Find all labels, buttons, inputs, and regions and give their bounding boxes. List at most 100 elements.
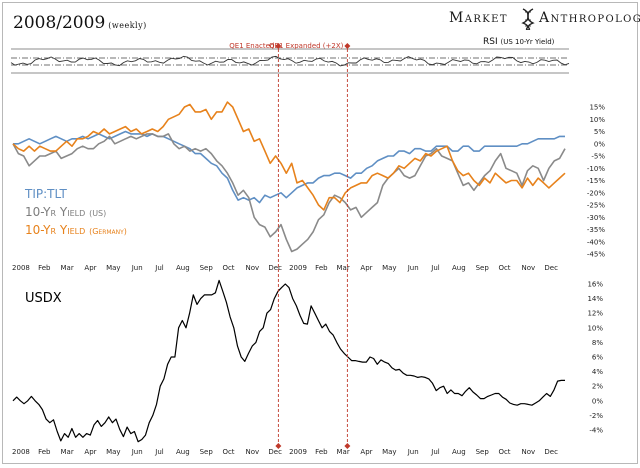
event-marker-top xyxy=(275,43,282,49)
x-tick-label: 2009 xyxy=(289,448,307,456)
bottom-y-tick-label: 14% xyxy=(587,295,603,303)
bottom-y-tick-label: 10% xyxy=(587,324,603,332)
x-tick-label: Jul xyxy=(430,264,440,272)
x-tick-label: Apr xyxy=(84,448,96,456)
x-tick-label: Oct xyxy=(498,448,510,456)
top-y-tick-label: -35% xyxy=(587,226,605,234)
bottom-y-tick-label: 6% xyxy=(592,354,603,362)
x-tick-label: 2008 xyxy=(12,448,30,456)
usdx-series-line xyxy=(12,279,565,443)
x-tick-label: Oct xyxy=(222,264,234,272)
x-tick-label: Mar xyxy=(61,448,74,456)
top-y-tick-label: -10% xyxy=(587,165,605,173)
rsi-series-line xyxy=(10,55,570,67)
top-y-axis: 15% 10% 5% 0% -5% -10% -15% -20% -25% -30% -35% -40… xyxy=(587,104,605,259)
brand-word-anthropology: Anthropology xyxy=(539,10,640,26)
x-tick-label: May xyxy=(106,448,120,456)
x-tick-label: Nov xyxy=(522,448,536,456)
bottom-y-tick-label: 8% xyxy=(592,339,603,347)
brand-word-market: Market xyxy=(449,10,508,26)
bottom-y-tick-label: 4% xyxy=(592,368,603,376)
x-tick-label: Nov xyxy=(246,448,260,456)
usdx-label: USDX xyxy=(25,291,62,306)
bottom-y-tick-label: 16% xyxy=(587,281,603,289)
x-tick-label: Mar xyxy=(337,264,350,272)
legend-tip: TIP:TLT xyxy=(25,187,67,201)
chart-svg: 15% 10% 5% 0% -5% -10% -15% -20% -25% -30% -35% -40… xyxy=(10,42,605,456)
x-tick-label: Jun xyxy=(407,264,419,272)
legend-de10: 10-Yr Yield (Germany) xyxy=(25,223,127,237)
x-tick-label: Jun xyxy=(131,448,143,456)
x-tick-label: Sep xyxy=(476,448,490,456)
top-y-tick-label: -45% xyxy=(587,251,605,259)
bottom-y-tick-label: -4% xyxy=(589,427,603,435)
top-y-tick-label: 10% xyxy=(589,116,605,124)
x-tick-label: Mar xyxy=(61,264,74,272)
top-y-tick-label: -5% xyxy=(591,153,605,161)
bottom-y-tick-label: 12% xyxy=(587,310,603,318)
dna-helix-icon xyxy=(521,8,535,30)
x-tick-label: 2008 xyxy=(12,264,30,272)
x-tick-label: Dec xyxy=(268,264,282,272)
x-tick-label: May xyxy=(382,448,396,456)
event-label: QE1 Expanded (+2X) xyxy=(269,42,344,50)
x-tick-label: May xyxy=(106,264,120,272)
x-tick-label: Dec xyxy=(544,448,558,456)
x-tick-label: Apr xyxy=(360,448,372,456)
event-marker-top xyxy=(344,43,351,49)
rsi-label: RSI (US 10-Yr Yield) xyxy=(483,37,555,47)
x-tick-label: Feb xyxy=(38,264,51,272)
bottom-series-group xyxy=(12,279,565,443)
x-tick-label: Aug xyxy=(452,264,466,272)
event-label: QE1 Enacted xyxy=(229,42,274,50)
bottom-y-axis: 16% 14% 12% 10% 8% 6% 4% 2% 0% -2% -4% xyxy=(587,281,603,435)
x-tick-label: Sep xyxy=(200,448,214,456)
bottom-y-tick-label: -2% xyxy=(589,412,603,420)
x-tick-label: Jul xyxy=(154,264,164,272)
x-tick-label: May xyxy=(382,264,396,272)
x-tick-label: Jun xyxy=(131,264,143,272)
x-tick-label: Jul xyxy=(430,448,440,456)
brand-logo: Market Anthropology xyxy=(447,8,640,30)
x-tick-label: Dec xyxy=(544,264,558,272)
x-tick-label: Feb xyxy=(315,448,328,456)
top-y-tick-label: -20% xyxy=(587,189,605,197)
top-y-tick-label: 15% xyxy=(589,104,605,112)
x-tick-label: Oct xyxy=(222,448,234,456)
x-axis-labels: 2008 2008 Feb Feb Mar Mar Apr Apr May May Jun Jun Ju… xyxy=(12,264,558,456)
event-marker-bottom xyxy=(275,443,282,449)
top-series-line-2 xyxy=(12,101,566,211)
top-series-line-1 xyxy=(12,133,566,253)
x-tick-label: Aug xyxy=(176,264,190,272)
bottom-y-tick-label: 2% xyxy=(592,383,603,391)
x-tick-label: Feb xyxy=(38,448,51,456)
event-marker-bottom xyxy=(344,443,351,449)
top-y-tick-label: -30% xyxy=(587,214,605,222)
x-tick-label: Apr xyxy=(360,264,372,272)
x-tick-label: Apr xyxy=(84,264,96,272)
legend-us10: 10-Yr Yield (US) xyxy=(25,205,107,219)
top-series-line-0 xyxy=(13,130,565,204)
bottom-y-tick-label: 0% xyxy=(592,397,603,405)
rsi-panel xyxy=(10,48,570,74)
x-tick-label: Sep xyxy=(200,264,214,272)
x-tick-label: Nov xyxy=(246,264,260,272)
x-tick-label: Jun xyxy=(407,448,419,456)
x-tick-label: Aug xyxy=(452,448,466,456)
x-tick-label: Mar xyxy=(337,448,350,456)
top-y-tick-label: 5% xyxy=(594,128,605,136)
top-y-tick-label: 0% xyxy=(594,140,605,148)
top-y-tick-label: -15% xyxy=(587,177,605,185)
x-tick-label: Feb xyxy=(315,264,328,272)
x-tick-label: Sep xyxy=(476,264,490,272)
chart-subtitle: (weekly) xyxy=(108,21,147,30)
chart-title: 2008/2009 (weekly) xyxy=(13,13,147,33)
top-series-group xyxy=(12,101,566,253)
top-y-tick-label: -25% xyxy=(587,202,605,210)
x-tick-label: Oct xyxy=(498,264,510,272)
x-tick-label: Dec xyxy=(268,448,282,456)
x-tick-label: 2009 xyxy=(289,264,307,272)
top-y-tick-label: -40% xyxy=(587,238,605,246)
